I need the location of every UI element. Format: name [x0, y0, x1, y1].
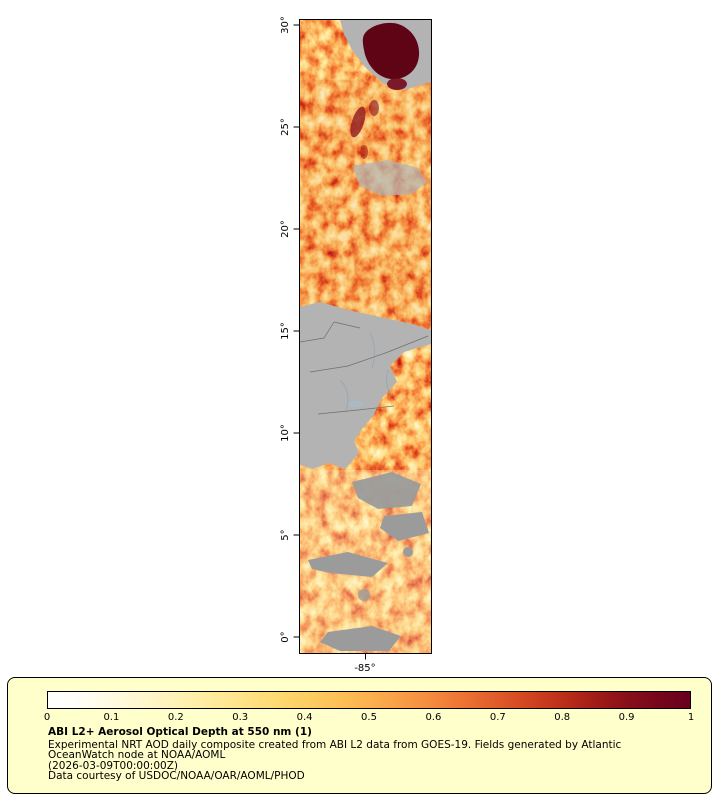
legend-description-line-1: Experimental NRT AOD daily composite cre…	[48, 738, 622, 751]
colorbar-tick-label: 0.5	[361, 712, 377, 723]
colorbar-tick-label: 0.7	[489, 712, 506, 723]
latitude-label-30: 30°	[280, 16, 291, 34]
legend-credit: Data courtesy of USDOC/NOAA/OAR/AOML/PHO…	[48, 770, 305, 783]
legend-panel: 0 0.1 0.2 0.3 0.4 0.5 0.6 0.7 0.8 0.9 1 …	[7, 677, 712, 794]
legend-text-block: ABI L2+ Aerosol Optical Depth at 550 nm …	[48, 727, 621, 782]
landmass-cuba	[352, 160, 427, 196]
latitude-label-5: 5°	[280, 529, 291, 540]
legend-description-line-2: OceanWatch node at NOAA/AOML	[48, 749, 226, 762]
longitude-label: -85°	[354, 663, 375, 674]
latitude-label-20: 20°	[280, 220, 291, 238]
latitude-labels: 30° 25° 20° 15° 10° 5° 0°	[280, 16, 291, 643]
latitude-label-10: 10°	[280, 424, 291, 442]
colorbar-tick-label: 0.4	[296, 712, 313, 723]
colorbar-tick-label: 0.1	[103, 712, 120, 723]
latitude-ticks	[293, 24, 366, 660]
legend-title: ABI L2+ Aerosol Optical Depth at 550 nm …	[48, 726, 312, 738]
colorbar-tick-label: 1	[687, 712, 695, 723]
latitude-label-15: 15°	[280, 322, 291, 340]
colorbar-tick-label: 0.3	[232, 712, 249, 723]
lake-nicaragua	[349, 400, 363, 408]
colorbar-tick-label: 0.9	[618, 712, 635, 723]
colorbar-tick-label: 0	[43, 712, 51, 723]
high-aod-streaks	[350, 100, 379, 159]
landmass-central-america	[300, 302, 431, 469]
high-aod-plume	[362, 22, 420, 90]
colorbar-tick-label: 0.8	[554, 712, 571, 723]
country-borders	[300, 321, 429, 415]
latitude-label-0: 0°	[280, 631, 291, 642]
colorbar-tick-labels: 0 0.1 0.2 0.3 0.4 0.5 0.6 0.7 0.8 0.9 1	[43, 712, 695, 725]
colorbar-tick-label: 0.6	[425, 712, 442, 723]
cloud-mask-patches	[308, 472, 429, 651]
legend-timestamp: (2026-03-09T00:00:00Z)	[48, 759, 178, 772]
latitude-label-25: 25°	[280, 118, 291, 136]
colorbar-tick-label: 0.2	[167, 712, 184, 723]
aod-map-figure: 30° 25° 20° 15° 10° 5° 0° -85°	[280, 16, 432, 674]
colorbar	[47, 691, 691, 709]
rivers	[339, 331, 393, 411]
